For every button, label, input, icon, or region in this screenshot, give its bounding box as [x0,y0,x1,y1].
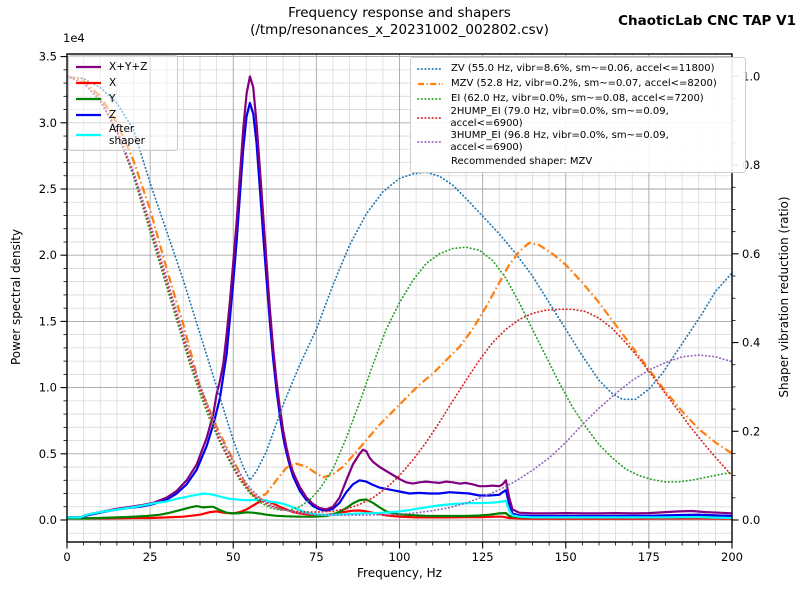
tick-label: 1.5 [39,314,57,328]
tick-label: 2.0 [39,248,57,262]
shaper-legend-item: MZV (52.8 Hz, vibr=0.2%, sm~=0.07, accel… [417,76,739,91]
y-axis-label-right: Shaper vibration reduction (ratio) [777,196,791,398]
y-axis-label-left: Power spectral density [9,228,23,366]
tick-label: 0 [63,550,70,564]
y-left-tick-labels: 0.0 0.5 1.0 1.5 2.0 2.5 3.0 3.5 [39,50,57,527]
psd-legend-item: Z [75,107,171,123]
tick-label: 50 [226,550,241,564]
series-After shaper [67,492,732,520]
shaper-legend-item: 3HUMP_EI (96.8 Hz, vibr=0.0%, sm~=0.09, … [417,130,739,154]
tick-label: 150 [555,550,577,564]
tick-label: 0.0 [39,513,57,527]
tick-label: 0.6 [742,247,760,261]
shaper-legend-item-label: 2HUMP_EI (79.0 Hz, vibr=0.0%, sm~=0.09, … [450,106,669,129]
tick-label: 0.2 [742,424,760,438]
legend-swatch-dashdot [418,82,443,85]
shaper-legend-item: EI (62.0 Hz, vibr=0.0%, sm~=0.08, accel<… [417,91,739,106]
psd-legend-item: X+Y+Z [75,59,171,75]
legend-swatch-solid [76,133,101,137]
psd-legend-item: X [75,75,171,91]
tick-label: 0.8 [742,158,760,172]
tick-label: 1.0 [742,69,760,83]
series-X+Y+Z [67,75,732,519]
printer-name-label: ChaoticLab CNC TAP V1 [618,13,796,29]
tick-label: 2.5 [39,182,57,196]
legend-swatch-solid [76,65,101,69]
psd-legend-item-label: X [109,77,117,89]
chart-title-line2: (/tmp/resonances_x_20231002_002802.csv) [250,21,549,38]
series-3HUMP_EI [67,75,732,516]
shaper-legend-item: ZV (55.0 Hz, vibr=8.6%, sm~=0.06, accel<… [417,61,739,76]
psd-legend-item-label: After shaper [109,123,146,147]
legend-swatch-dotted [417,141,444,143]
series-EI [67,75,732,512]
psd-legend: X+Y+Z X Y Z After shaper [68,55,178,151]
shaper-curves [67,75,732,516]
psd-legend-item-label: Y [109,93,116,105]
tick-label: 0.4 [742,336,760,350]
shaper-legend-item: 2HUMP_EI (79.0 Hz, vibr=0.0%, sm~=0.09, … [417,106,739,130]
x-tick-labels: 0 25 50 75 100 125 150 175 200 [63,550,743,564]
tick-label: 175 [638,550,660,564]
chart-title: Frequency response and shapers (/tmp/res… [67,5,732,38]
y-axis-offset-label: 1e4 [63,31,85,45]
series-ZV [67,75,732,481]
tick-label: 1.0 [39,381,57,395]
tick-label: 0.0 [742,513,760,527]
shaper-legend-item-label: ZV (55.0 Hz, vibr=8.6%, sm~=0.06, accel<… [451,62,715,74]
legend-swatch-solid [76,113,101,117]
tick-label: 25 [143,550,158,564]
recommended-shaper-label: Recommended shaper: MZV [451,156,593,167]
tick-label: 125 [472,550,494,564]
x-axis-label: Frequency, Hz [357,566,442,580]
tick-label: 100 [389,550,411,564]
tick-label: 0.5 [39,447,57,461]
legend-swatch-dotted [417,97,444,100]
shaper-legend-item-label: 3HUMP_EI (96.8 Hz, vibr=0.0%, sm~=0.09, … [450,130,669,153]
psd-legend-item-label: Z [109,109,117,121]
legend-swatch-dotted [417,117,444,119]
series-2HUMP_EI [67,75,732,513]
psd-legend-item-label: X+Y+Z [109,61,148,73]
tick-label: 3.5 [39,50,57,64]
legend-swatch-solid [76,81,101,85]
shaper-legend: ZV (55.0 Hz, vibr=8.6%, sm~=0.06, accel<… [410,57,746,173]
chart-title-line1: Frequency response and shapers [288,5,511,21]
psd-legend-item: After shaper [75,123,171,147]
psd-legend-item: Y [75,91,171,107]
tick-label: 200 [721,550,743,564]
shaper-legend-item-label: EI (62.0 Hz, vibr=0.0%, sm~=0.08, accel<… [451,92,704,104]
shaper-legend-item-label: MZV (52.8 Hz, vibr=0.2%, sm~=0.07, accel… [451,77,717,89]
y-right-tick-labels: 0.0 0.2 0.4 0.6 0.8 1.0 [742,69,760,527]
legend-swatch-solid [76,97,101,101]
tick-label: 75 [309,550,324,564]
tick-label: 3.0 [39,116,57,130]
series-Y [67,498,732,520]
legend-swatch-dotted [417,67,444,70]
